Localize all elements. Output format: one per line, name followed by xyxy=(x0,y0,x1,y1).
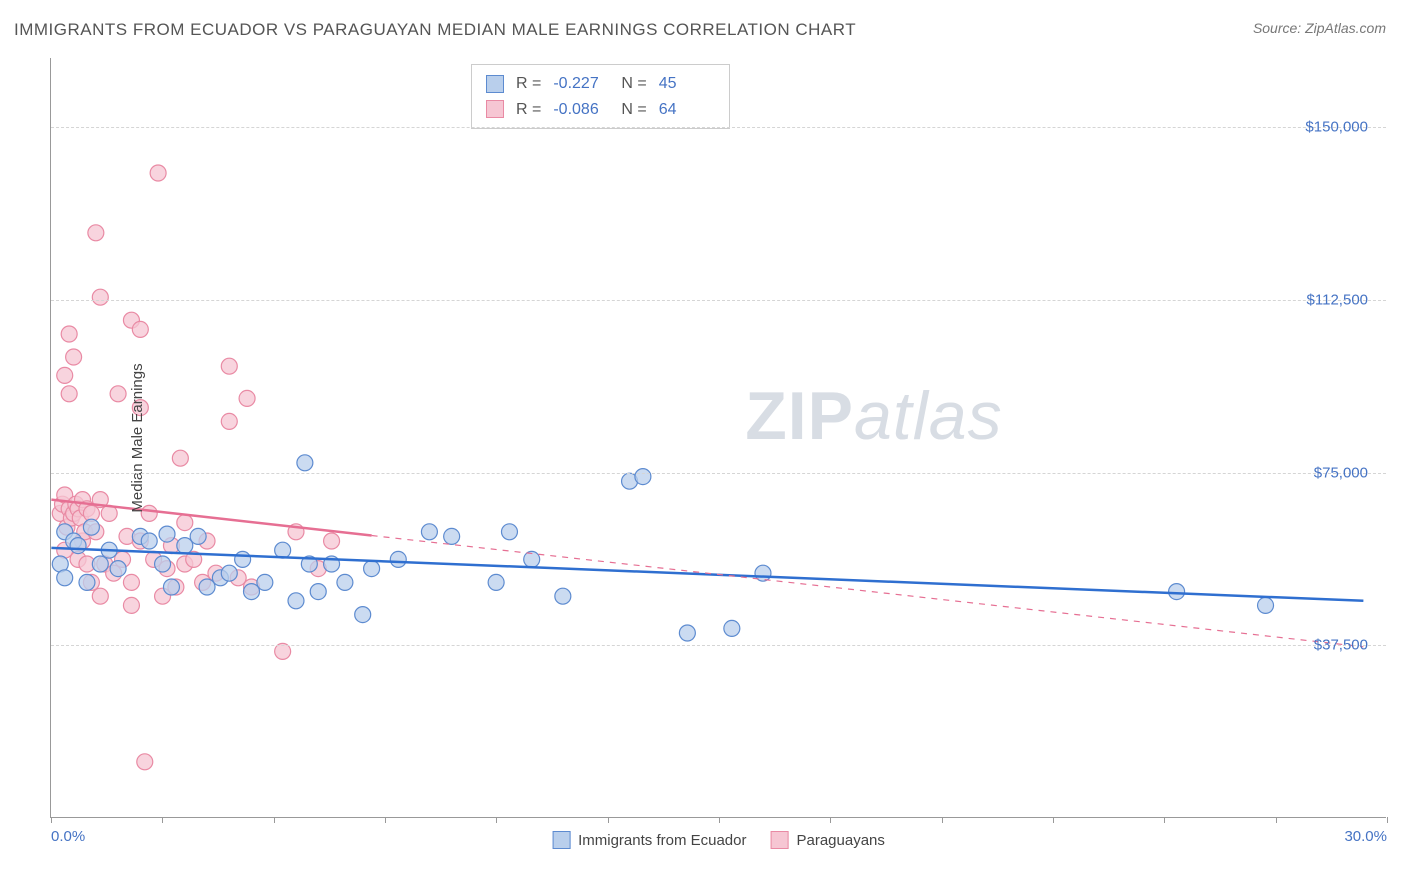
data-point xyxy=(70,538,86,554)
data-point xyxy=(92,289,108,305)
x-tick xyxy=(385,817,386,823)
gridline xyxy=(51,300,1386,301)
data-point xyxy=(679,625,695,641)
data-point xyxy=(66,349,82,365)
legend-label-paraguayans: Paraguayans xyxy=(796,832,884,849)
data-point xyxy=(141,533,157,549)
x-tick xyxy=(51,817,52,823)
x-tick xyxy=(1053,817,1054,823)
data-point xyxy=(444,528,460,544)
chart-container: IMMIGRANTS FROM ECUADOR VS PARAGUAYAN ME… xyxy=(0,0,1406,892)
x-tick-label: 30.0% xyxy=(1344,828,1387,845)
data-point xyxy=(555,588,571,604)
swatch-ecuador xyxy=(552,831,570,849)
y-axis-label: Median Male Earnings xyxy=(129,363,146,512)
data-point xyxy=(364,561,380,577)
x-tick xyxy=(274,817,275,823)
x-tick xyxy=(1387,817,1388,823)
data-point xyxy=(123,597,139,613)
data-point xyxy=(150,165,166,181)
trend-line-extrapolated xyxy=(372,536,1364,647)
data-point xyxy=(288,593,304,609)
data-point xyxy=(92,556,108,572)
x-tick-label: 0.0% xyxy=(51,828,85,845)
legend-item-paraguayans: Paraguayans xyxy=(770,831,884,849)
x-tick xyxy=(719,817,720,823)
legend-item-ecuador: Immigrants from Ecuador xyxy=(552,831,746,849)
data-point xyxy=(724,620,740,636)
source-attribution: Source: ZipAtlas.com xyxy=(1253,20,1386,36)
gridline xyxy=(51,127,1386,128)
data-point xyxy=(221,413,237,429)
data-point xyxy=(390,551,406,567)
y-tick-label: $150,000 xyxy=(1305,119,1368,136)
data-point xyxy=(163,579,179,595)
x-tick xyxy=(496,817,497,823)
data-point xyxy=(1258,597,1274,613)
data-point xyxy=(172,450,188,466)
chart-title: IMMIGRANTS FROM ECUADOR VS PARAGUAYAN ME… xyxy=(14,20,856,40)
y-tick-label: $112,500 xyxy=(1307,291,1368,308)
data-point xyxy=(221,565,237,581)
data-point xyxy=(297,455,313,471)
x-tick xyxy=(942,817,943,823)
data-point xyxy=(110,386,126,402)
gridline xyxy=(51,473,1386,474)
data-point xyxy=(79,574,95,590)
series-legend: Immigrants from Ecuador Paraguayans xyxy=(552,831,885,849)
plot-area: ZIPatlas R = -0.227 N = 45 R = -0.086 N … xyxy=(50,58,1386,818)
data-point xyxy=(355,607,371,623)
data-point xyxy=(123,574,139,590)
data-point xyxy=(61,386,77,402)
data-point xyxy=(501,524,517,540)
data-point xyxy=(1169,584,1185,600)
y-tick-label: $37,500 xyxy=(1314,637,1368,654)
y-tick-label: $75,000 xyxy=(1314,464,1368,481)
data-point xyxy=(132,321,148,337)
legend-label-ecuador: Immigrants from Ecuador xyxy=(578,832,746,849)
data-point xyxy=(177,515,193,531)
x-tick xyxy=(1164,817,1165,823)
data-point xyxy=(92,588,108,604)
data-point xyxy=(337,574,353,590)
data-point xyxy=(57,367,73,383)
data-point xyxy=(88,225,104,241)
data-point xyxy=(421,524,437,540)
data-point xyxy=(159,526,175,542)
data-point xyxy=(110,561,126,577)
gridline xyxy=(51,645,1386,646)
data-point xyxy=(57,570,73,586)
data-point xyxy=(190,528,206,544)
x-tick xyxy=(608,817,609,823)
data-point xyxy=(221,358,237,374)
data-point xyxy=(137,754,153,770)
swatch-paraguayans xyxy=(770,831,788,849)
data-point xyxy=(310,584,326,600)
data-point xyxy=(488,574,504,590)
x-tick xyxy=(162,817,163,823)
data-point xyxy=(155,556,171,572)
x-tick xyxy=(830,817,831,823)
data-point xyxy=(635,469,651,485)
data-point xyxy=(324,533,340,549)
x-tick xyxy=(1276,817,1277,823)
data-point xyxy=(235,551,251,567)
data-point xyxy=(239,390,255,406)
data-point xyxy=(61,326,77,342)
data-point xyxy=(257,574,273,590)
data-point xyxy=(83,519,99,535)
scatter-svg xyxy=(51,58,1386,817)
